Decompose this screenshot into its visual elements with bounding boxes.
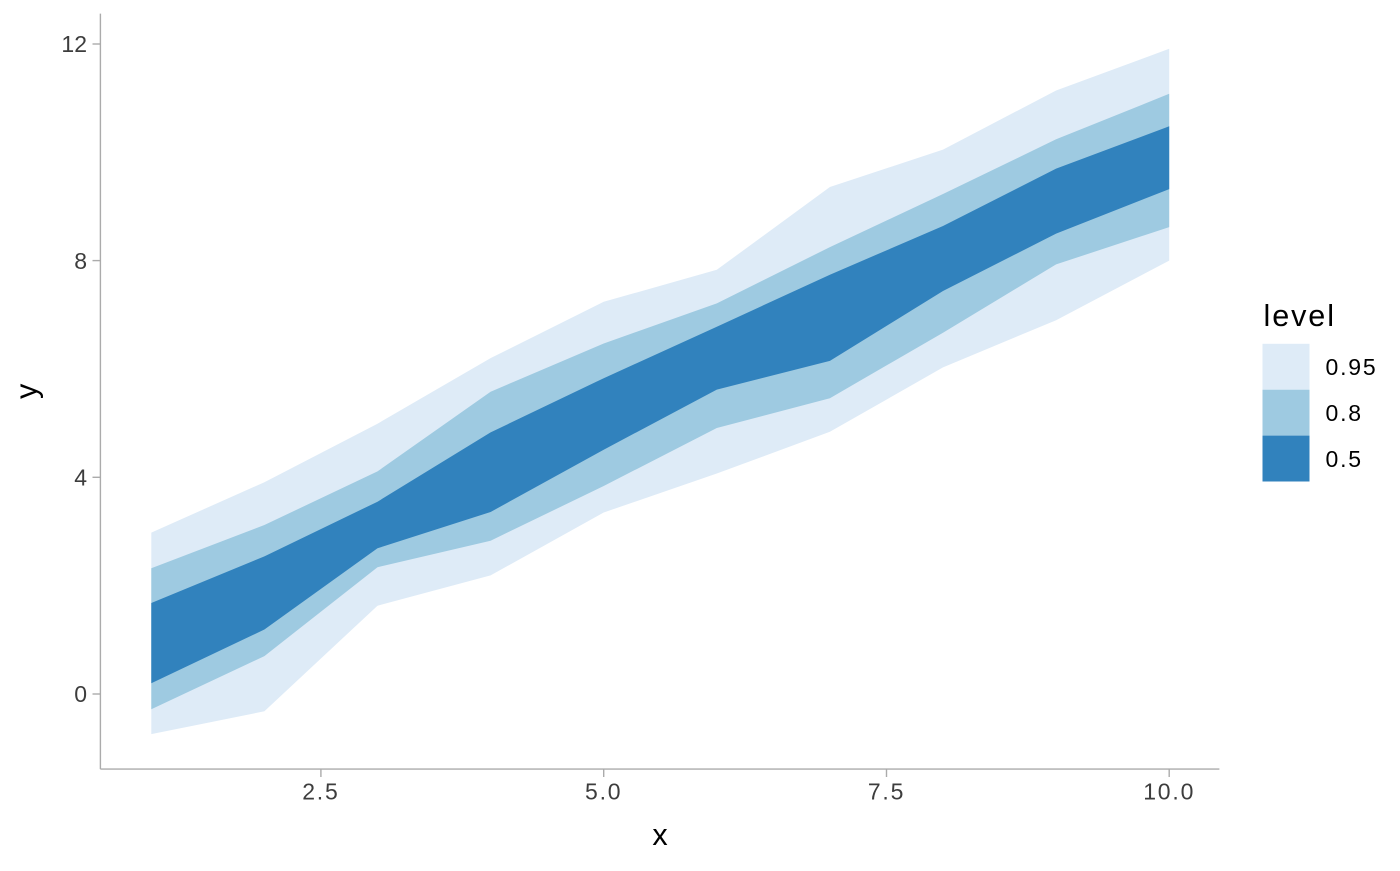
svg-text:7.5: 7.5	[868, 779, 905, 805]
svg-text:2.5: 2.5	[302, 779, 339, 805]
svg-text:0.95: 0.95	[1326, 354, 1378, 380]
svg-text:4: 4	[74, 465, 87, 491]
svg-text:0.8: 0.8	[1326, 400, 1363, 426]
svg-text:x: x	[652, 818, 667, 852]
svg-text:8: 8	[74, 248, 87, 274]
svg-text:y: y	[10, 383, 44, 399]
svg-text:0: 0	[74, 681, 87, 707]
svg-text:level: level	[1264, 299, 1336, 333]
svg-text:0.5: 0.5	[1326, 446, 1363, 472]
svg-text:10.0: 10.0	[1143, 779, 1195, 805]
svg-text:12: 12	[61, 31, 87, 57]
svg-text:5.0: 5.0	[585, 779, 622, 805]
